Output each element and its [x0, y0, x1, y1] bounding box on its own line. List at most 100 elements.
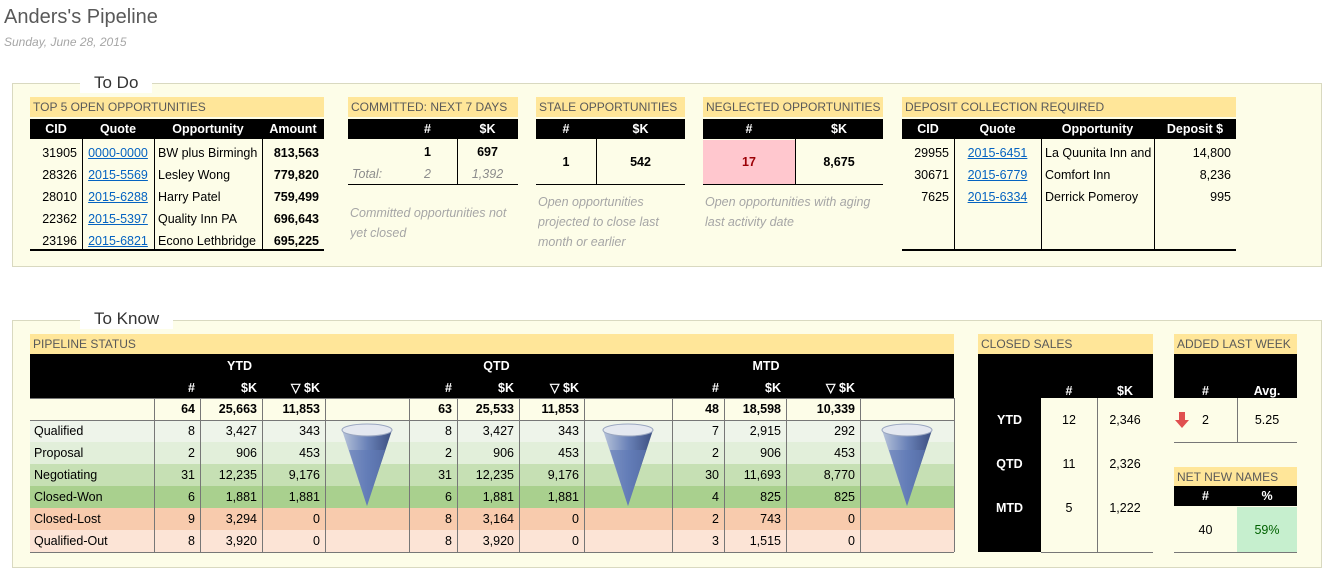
- table-cell: 0: [572, 534, 579, 548]
- table-cell: 31: [438, 468, 452, 482]
- quote-link[interactable]: 2015-6334: [967, 190, 1028, 204]
- rule: [519, 398, 520, 552]
- column-header: #: [1174, 354, 1237, 398]
- table-cell: 453: [834, 446, 855, 460]
- table-cell: 0: [313, 534, 320, 548]
- row-band: [30, 530, 954, 552]
- section-title: CLOSED SALES: [978, 334, 1153, 354]
- stage-label: Qualified: [34, 424, 84, 438]
- table-cell: 22362: [42, 212, 77, 226]
- table-cell: 30671: [914, 168, 949, 182]
- table-cell: 2,326: [1109, 457, 1141, 471]
- rule: [786, 398, 787, 552]
- column-header: Quote: [954, 119, 1041, 139]
- table-cell: 1: [562, 155, 570, 169]
- column-header: $K: [457, 377, 519, 398]
- table-cell: 1,881: [225, 490, 257, 504]
- table-cell: 8,236: [1199, 168, 1231, 182]
- quote-link[interactable]: 0000-0000: [88, 146, 148, 160]
- rule: [262, 398, 263, 552]
- column-header: Opportunity: [1041, 119, 1154, 139]
- section-title: COMMITTED: NEXT 7 DAYS: [348, 97, 518, 117]
- todo-label: To Do: [80, 73, 153, 93]
- section-title: PIPELINE STATUS: [30, 334, 954, 354]
- table-cell: 825: [760, 490, 781, 504]
- table-cell: 695,225: [273, 234, 319, 248]
- total-cell: 25,533: [475, 402, 514, 416]
- table-cell: 6: [188, 490, 195, 504]
- table-cell: 3,427: [482, 424, 514, 438]
- row-band: [30, 486, 954, 508]
- stage-label: Proposal: [34, 446, 84, 460]
- table-cell: Lesley Wong: [158, 168, 231, 182]
- quote-link[interactable]: 2015-6288: [88, 190, 148, 204]
- table-cell: 8,675: [823, 155, 855, 169]
- table-cell: 12,235: [475, 468, 514, 482]
- table-cell: 6: [445, 490, 452, 504]
- column-header: ▽ $K: [786, 377, 860, 398]
- table-cell: 0: [848, 512, 855, 526]
- stage-label: Negotiating: [34, 468, 98, 482]
- stage-label: Closed-Lost: [34, 512, 101, 526]
- period-label: MTD: [978, 486, 1041, 530]
- table-cell: 292: [834, 424, 855, 438]
- rule: [325, 398, 326, 552]
- period-header: QTD: [409, 356, 584, 376]
- total-cell: 48: [705, 402, 719, 416]
- section-title: NET NEW NAMES: [1174, 467, 1297, 486]
- quote-link[interactable]: 2015-6821: [88, 234, 148, 248]
- toknow-label: To Know: [80, 309, 174, 329]
- rule: [1237, 398, 1238, 442]
- total-label: Total:: [352, 166, 383, 181]
- rule: [457, 139, 458, 184]
- column-header: $K: [457, 119, 518, 139]
- table-cell: 542: [630, 155, 651, 169]
- column-header: #: [398, 119, 457, 139]
- table-cell: 906: [760, 446, 781, 460]
- rule: [200, 398, 201, 552]
- period-label: QTD: [978, 442, 1041, 486]
- total-cell: 25,663: [218, 402, 257, 416]
- table-cell: 453: [299, 446, 320, 460]
- table-cell: 7625: [921, 190, 949, 204]
- rule: [584, 398, 585, 552]
- column-header: #: [154, 377, 200, 398]
- total-cell: 63: [438, 402, 452, 416]
- table-cell: 906: [493, 446, 514, 460]
- section-title: DEPOSIT COLLECTION REQUIRED: [902, 97, 1236, 117]
- table-cell: Quality Inn PA: [158, 212, 237, 226]
- row-band: [30, 420, 954, 442]
- table-cell: 3: [712, 534, 719, 548]
- table-cell: 8: [445, 534, 452, 548]
- quote-link[interactable]: 2015-5397: [88, 212, 148, 226]
- rule: [30, 249, 324, 251]
- table-cell: 1,881: [482, 490, 514, 504]
- table-cell: 3,164: [482, 512, 514, 526]
- table-cell: 59%: [1237, 507, 1297, 552]
- quote-link[interactable]: 2015-5569: [88, 168, 148, 182]
- table-cell: 9,176: [288, 468, 320, 482]
- column-header: #: [703, 119, 795, 139]
- table-cell: 7: [712, 424, 719, 438]
- table-cell: La Quunita Inn and: [1045, 146, 1152, 160]
- table-cell: 0: [572, 512, 579, 526]
- table-cell: 8: [445, 424, 452, 438]
- table-cell: 696,643: [273, 212, 319, 226]
- rule: [1041, 139, 1042, 249]
- column-header: ▽ $K: [262, 377, 325, 398]
- rule: [30, 398, 954, 399]
- quote-link[interactable]: 2015-6451: [967, 146, 1028, 160]
- table-cell: 8: [445, 512, 452, 526]
- column-header: $K: [724, 377, 786, 398]
- column-header: %: [1237, 486, 1297, 506]
- table-cell: 2: [445, 446, 452, 460]
- table-cell: 30: [705, 468, 719, 482]
- note: Open opportunities with aging last activ…: [705, 195, 871, 229]
- table-cell: 11: [1062, 457, 1076, 471]
- table-cell: 2: [188, 446, 195, 460]
- period-header: YTD: [154, 356, 325, 376]
- quote-link[interactable]: 2015-6779: [967, 168, 1028, 182]
- table-cell: 8: [188, 534, 195, 548]
- table-cell: BW plus Birmingh: [158, 146, 258, 160]
- total-cell: 11,853: [541, 402, 579, 416]
